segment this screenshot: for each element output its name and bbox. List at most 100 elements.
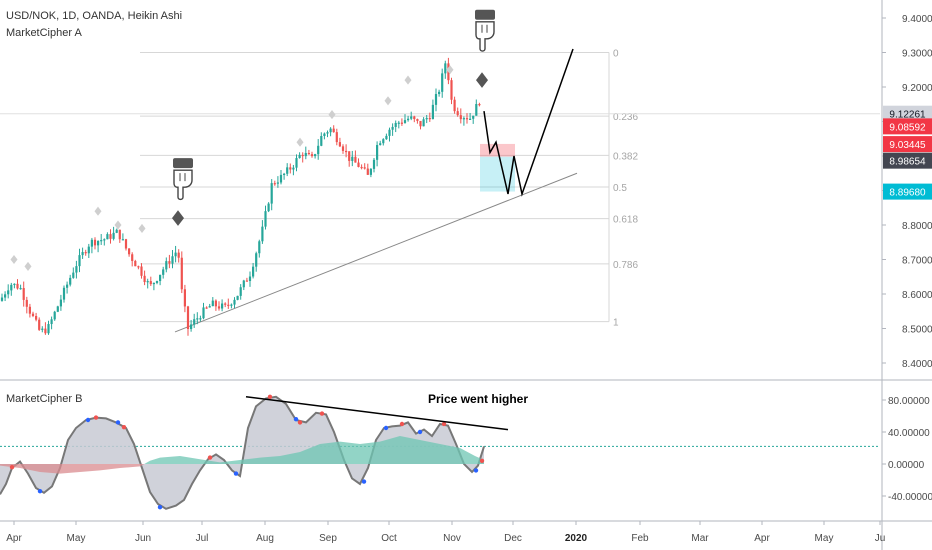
candle-body [38, 319, 41, 330]
time-tick-label: May [815, 533, 834, 544]
candle-body [205, 307, 208, 309]
time-tick-label: Jun [135, 533, 151, 544]
candle-body [224, 303, 227, 305]
wave-dot [473, 468, 479, 473]
price-tick-label: 8.50000 [902, 325, 932, 336]
candle-body [162, 269, 165, 275]
price-tag [883, 118, 932, 135]
time-tick-label: Apr [6, 533, 22, 544]
candle-body [283, 173, 286, 175]
candle-body [97, 240, 100, 246]
candle-body [180, 257, 183, 290]
axes: 9.400009.300009.200009.100009.000008.900… [6, 14, 932, 544]
price-tick-label: 8.70000 [902, 256, 932, 267]
candle-body [351, 156, 354, 161]
candle-body [177, 252, 180, 258]
wave-dot [417, 429, 423, 435]
candle-body [183, 289, 186, 307]
candle-body [93, 239, 97, 246]
candle-body [469, 118, 472, 120]
candle-body [134, 260, 137, 267]
candle-body [66, 284, 69, 288]
wave-dot [121, 425, 127, 430]
wave-dot [207, 455, 213, 460]
candle-body [47, 324, 50, 334]
hand-finger [475, 21, 495, 52]
candle-body [62, 287, 66, 300]
candle-body [252, 266, 255, 277]
candle-body [255, 253, 258, 267]
minor-diamond-icon [446, 65, 454, 75]
candle-body [317, 145, 320, 155]
candle-body [425, 118, 428, 120]
indicator-b-label: MarketCipher B [6, 393, 82, 405]
candle-body [72, 272, 75, 278]
candlestick-series [0, 57, 481, 336]
candle-body [270, 183, 273, 204]
candle-body [7, 290, 10, 295]
fib-label: 0.382 [613, 151, 638, 162]
candle-body [0, 297, 4, 301]
candle-body [428, 118, 431, 120]
hand-cuff [173, 158, 193, 169]
candle-body [376, 145, 379, 160]
candle-body [326, 132, 329, 134]
candle-body [453, 99, 456, 112]
wave-dot [115, 420, 121, 425]
candle-body [53, 311, 56, 320]
candle-body [140, 266, 143, 276]
wave-dot [479, 458, 485, 463]
pointing-hand-icon [475, 9, 495, 52]
candle-body [124, 239, 128, 249]
candle-body [202, 307, 205, 319]
candle-body [227, 304, 230, 306]
candle-body [419, 120, 422, 127]
candle-body [149, 281, 152, 285]
money-flow-negative [0, 464, 484, 474]
candle-body [112, 232, 115, 239]
candle-body [90, 239, 93, 247]
time-tick-label: Aug [256, 533, 274, 544]
wave-dot [441, 421, 447, 427]
candle-body [81, 252, 84, 256]
candle-body [301, 154, 304, 157]
candle-body [267, 203, 270, 212]
wave-dot [293, 417, 299, 422]
candle-body [211, 300, 214, 307]
candle-body [174, 252, 177, 257]
candle-body [431, 104, 434, 119]
candle-body [69, 277, 72, 285]
candle-body [87, 246, 90, 254]
indicator-a-label: MarketCipher A [6, 27, 82, 39]
candle-body [84, 252, 87, 254]
fib-label: 0.618 [613, 215, 638, 226]
candle-body [382, 139, 385, 144]
candle-body [345, 150, 348, 153]
minor-diamond-icon [94, 206, 102, 216]
candle-body [239, 287, 242, 296]
candle-body [41, 328, 44, 330]
candle-body [450, 80, 453, 100]
candle-body [190, 324, 193, 330]
price-tag [883, 105, 932, 122]
candle-body [50, 319, 53, 325]
minor-diamond-icon [404, 75, 412, 85]
candle-body [159, 274, 162, 282]
candle-body [369, 168, 372, 175]
candle-body [295, 158, 298, 168]
minor-diamond-icon [328, 110, 336, 120]
symbol-title: USD/NOK, 1D, OANDA, Heikin Ashi [6, 10, 182, 22]
candle-body [121, 239, 124, 241]
price-tick-label: 9.30000 [902, 49, 932, 60]
candle-body [106, 234, 109, 240]
fib-label: 1 [613, 318, 619, 329]
time-tick-label: May [67, 533, 86, 544]
candle-body [75, 266, 78, 273]
candle-body [171, 256, 174, 264]
candle-body [248, 276, 252, 282]
candle-body [118, 229, 121, 240]
candle-body [242, 280, 245, 288]
wave-line [0, 395, 485, 510]
candle-body [379, 143, 382, 146]
